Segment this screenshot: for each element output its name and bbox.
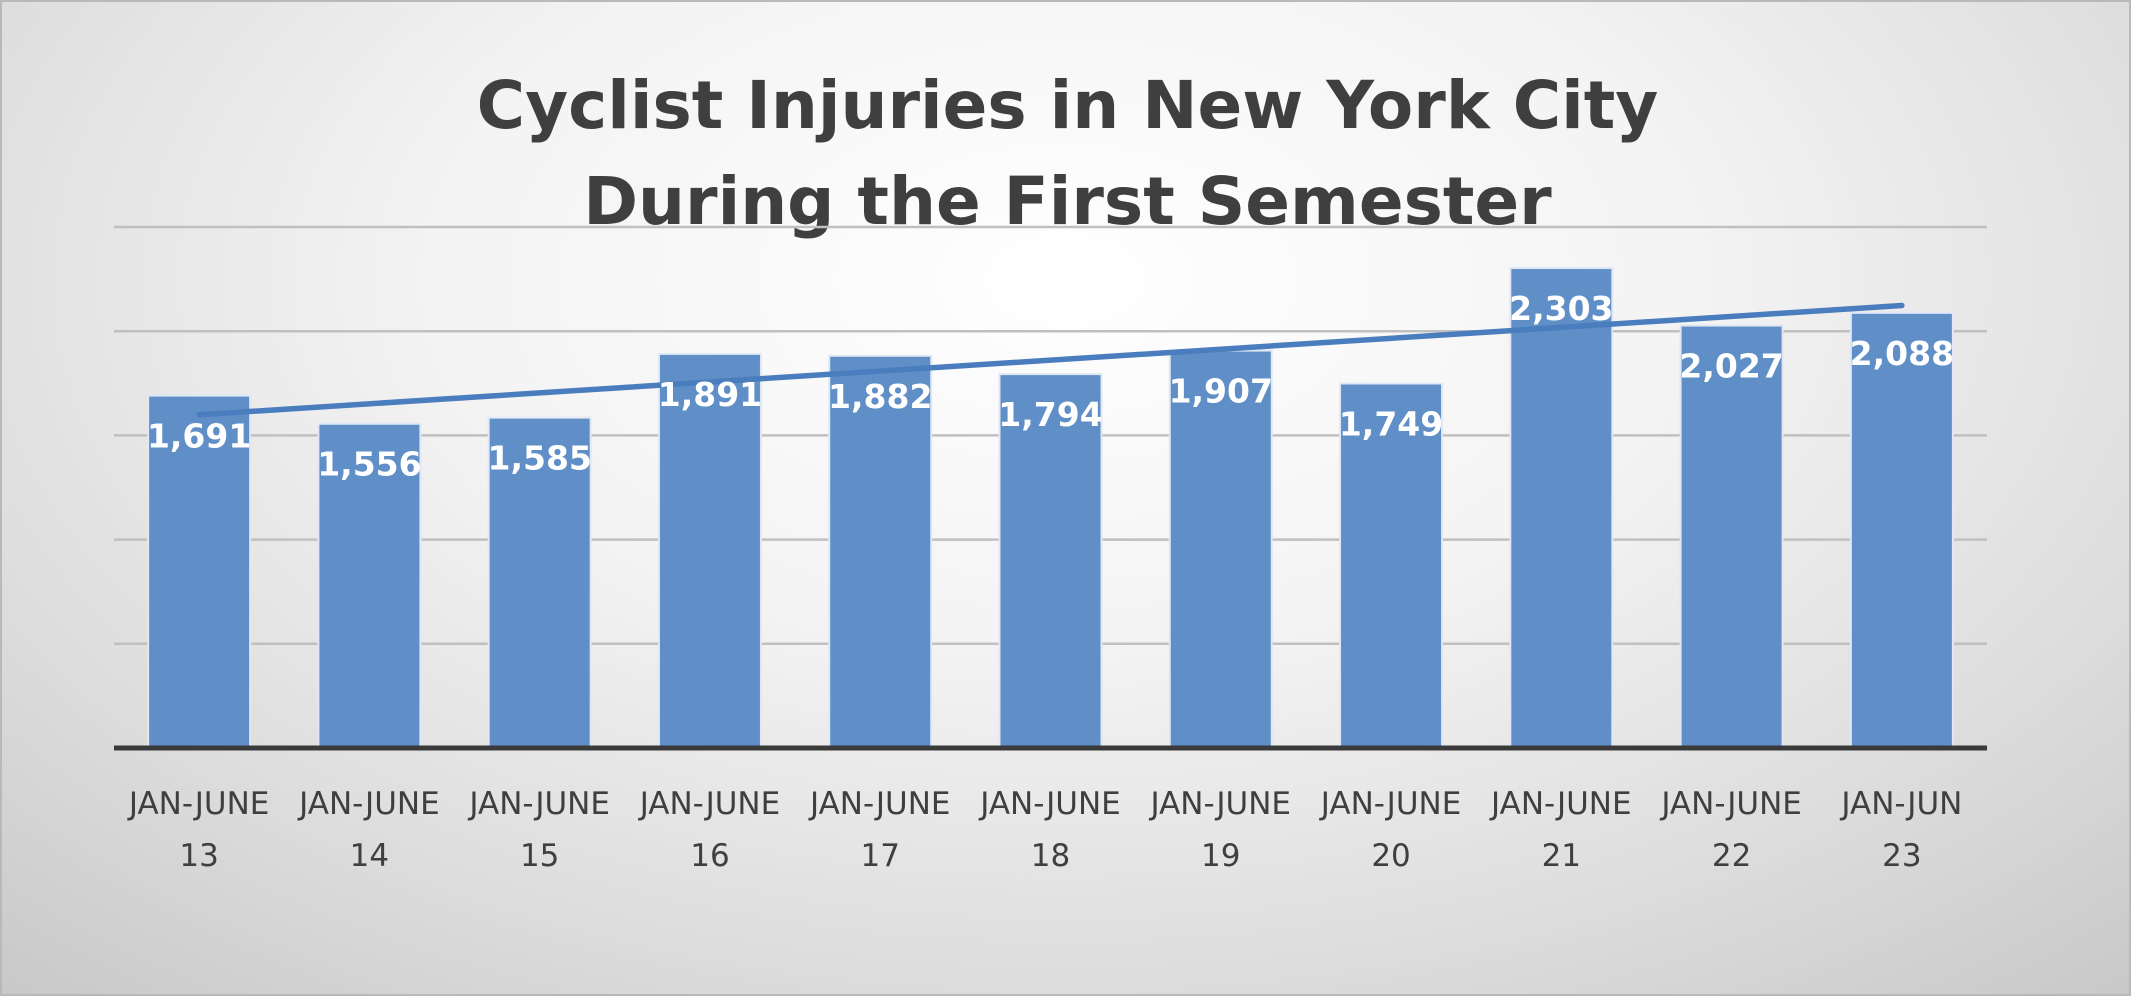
x-tick-label-5-line-1: JAN-JUNE bbox=[978, 786, 1121, 822]
bar-10 bbox=[1849, 311, 1954, 749]
x-tick-label-8-line-1: JAN-JUNE bbox=[1489, 786, 1632, 822]
x-tick-label-4-line-2: 17 bbox=[861, 838, 900, 874]
bar-7 bbox=[1339, 382, 1444, 749]
data-label-6: 1,907 bbox=[1169, 372, 1273, 411]
x-tick-label-3-line-2: 16 bbox=[690, 838, 729, 874]
bar-5 bbox=[998, 373, 1103, 749]
x-tick-label-9-line-1: JAN-JUNE bbox=[1659, 786, 1802, 822]
bar-2 bbox=[487, 416, 592, 749]
x-tick-label-3-line-1: JAN-JUNE bbox=[638, 786, 781, 822]
bar-8 bbox=[1509, 267, 1614, 749]
data-label-7: 1,749 bbox=[1339, 405, 1443, 444]
x-tick-label-9-line-2: 22 bbox=[1712, 838, 1751, 874]
x-tick-label-2-line-2: 15 bbox=[520, 838, 559, 874]
bar-9 bbox=[1679, 324, 1784, 749]
x-tick-label-0-line-2: 13 bbox=[179, 838, 218, 874]
x-tick-label-6-line-1: JAN-JUNE bbox=[1149, 786, 1292, 822]
bar-1 bbox=[317, 422, 422, 749]
data-label-4: 1,882 bbox=[828, 377, 932, 416]
data-label-0: 1,691 bbox=[147, 417, 251, 456]
bar-4 bbox=[828, 354, 933, 749]
data-label-5: 1,794 bbox=[998, 395, 1102, 434]
x-tick-label-2-line-1: JAN-JUNE bbox=[467, 786, 610, 822]
trendline bbox=[196, 302, 1905, 418]
x-tick-label-10-line-1: JAN-JUN bbox=[1839, 786, 1962, 822]
x-tick-label-5-line-2: 18 bbox=[1031, 838, 1070, 874]
data-label-3: 1,891 bbox=[658, 375, 762, 414]
x-tick-label-6-line-2: 19 bbox=[1201, 838, 1240, 874]
x-tick-label-7-line-2: 20 bbox=[1371, 838, 1410, 874]
data-label-1: 1,556 bbox=[317, 445, 421, 484]
x-tick-label-0-line-1: JAN-JUNE bbox=[127, 786, 270, 822]
chart-title-line-1: Cyclist Injuries in New York City bbox=[476, 67, 1659, 144]
x-tick-label-7-line-1: JAN-JUNE bbox=[1319, 786, 1462, 822]
x-tick-label-4-line-1: JAN-JUNE bbox=[808, 786, 951, 822]
bar-3 bbox=[657, 352, 762, 749]
x-tick-label-1-line-2: 14 bbox=[350, 838, 389, 874]
data-label-9: 2,027 bbox=[1679, 347, 1783, 386]
x-tick-label-8-line-2: 21 bbox=[1542, 838, 1581, 874]
x-tick-label-1-line-1: JAN-JUNE bbox=[297, 786, 440, 822]
x-tick-label-10-line-2: 23 bbox=[1882, 838, 1921, 874]
data-label-10: 2,088 bbox=[1850, 334, 1954, 373]
bar-0 bbox=[147, 394, 252, 749]
data-label-2: 1,585 bbox=[487, 439, 591, 478]
data-label-8: 2,303 bbox=[1509, 289, 1613, 328]
